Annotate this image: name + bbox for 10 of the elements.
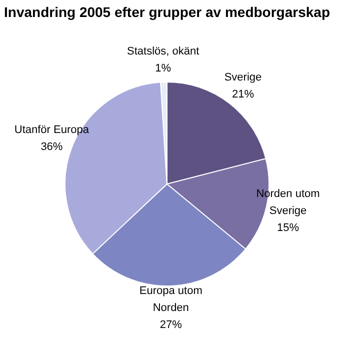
slice-label: Sverige xyxy=(224,72,262,84)
slice-label: Statslös, okänt xyxy=(127,46,200,58)
slice-label: Utanför Europa xyxy=(14,124,90,136)
data-label: 27% xyxy=(160,318,182,331)
data-label: 36% xyxy=(40,140,63,153)
slice-label: Europa utom Norden xyxy=(139,284,202,314)
data-label: 21% xyxy=(232,88,254,101)
data-label: 15% xyxy=(277,222,300,234)
chart-title: Invandring 2005 efter grupper av medborgarskap xyxy=(3,3,331,22)
data-label: 1% xyxy=(155,62,172,75)
